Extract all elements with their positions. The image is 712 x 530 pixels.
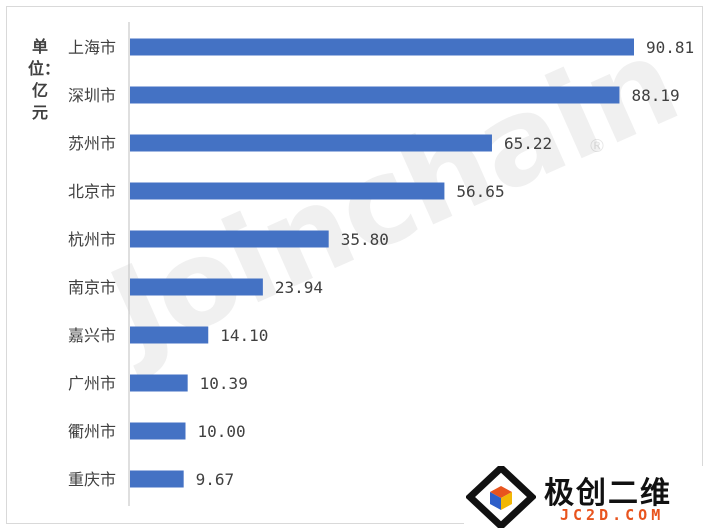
bar (130, 182, 445, 200)
category-label: 广州市 (68, 374, 116, 393)
category-label: 上海市 (68, 38, 116, 57)
value-label: 23.94 (275, 278, 323, 297)
category-label: 嘉兴市 (68, 326, 116, 345)
bar (130, 470, 184, 488)
category-label: 杭州市 (68, 230, 116, 249)
value-label: 10.39 (200, 374, 248, 393)
unit-label: 单位：亿元 (28, 37, 61, 122)
registered-mark: ® (588, 136, 606, 157)
value-label: 56.65 (456, 182, 504, 201)
bar (130, 230, 329, 248)
category-label: 衢州市 (68, 422, 116, 441)
value-label: 90.81 (646, 38, 694, 57)
category-label: 苏州市 (68, 134, 116, 153)
bar (130, 374, 188, 392)
category-label: 南京市 (68, 278, 116, 297)
value-label: 65.22 (504, 134, 552, 153)
bar (130, 86, 620, 104)
value-label: 9.67 (196, 470, 235, 489)
value-label: 10.00 (198, 422, 246, 441)
logo-domain: JC2D.COM (560, 506, 665, 524)
chart-frame (6, 6, 703, 524)
value-label: 14.10 (220, 326, 268, 345)
logo-name: 极创二维 (544, 476, 672, 511)
category-label: 北京市 (68, 182, 116, 201)
bar (130, 422, 186, 440)
jc2d-logo: 极创二维 JC2D.COM (464, 466, 708, 528)
bar (130, 38, 634, 56)
category-label: 重庆市 (68, 470, 116, 489)
jc2d-logo-icon (466, 466, 536, 528)
value-label: 88.19 (631, 86, 679, 105)
bar (130, 134, 492, 152)
value-label: 35.80 (341, 230, 389, 249)
bar (130, 326, 209, 344)
bar (130, 278, 263, 296)
category-label: 深圳市 (68, 86, 116, 105)
